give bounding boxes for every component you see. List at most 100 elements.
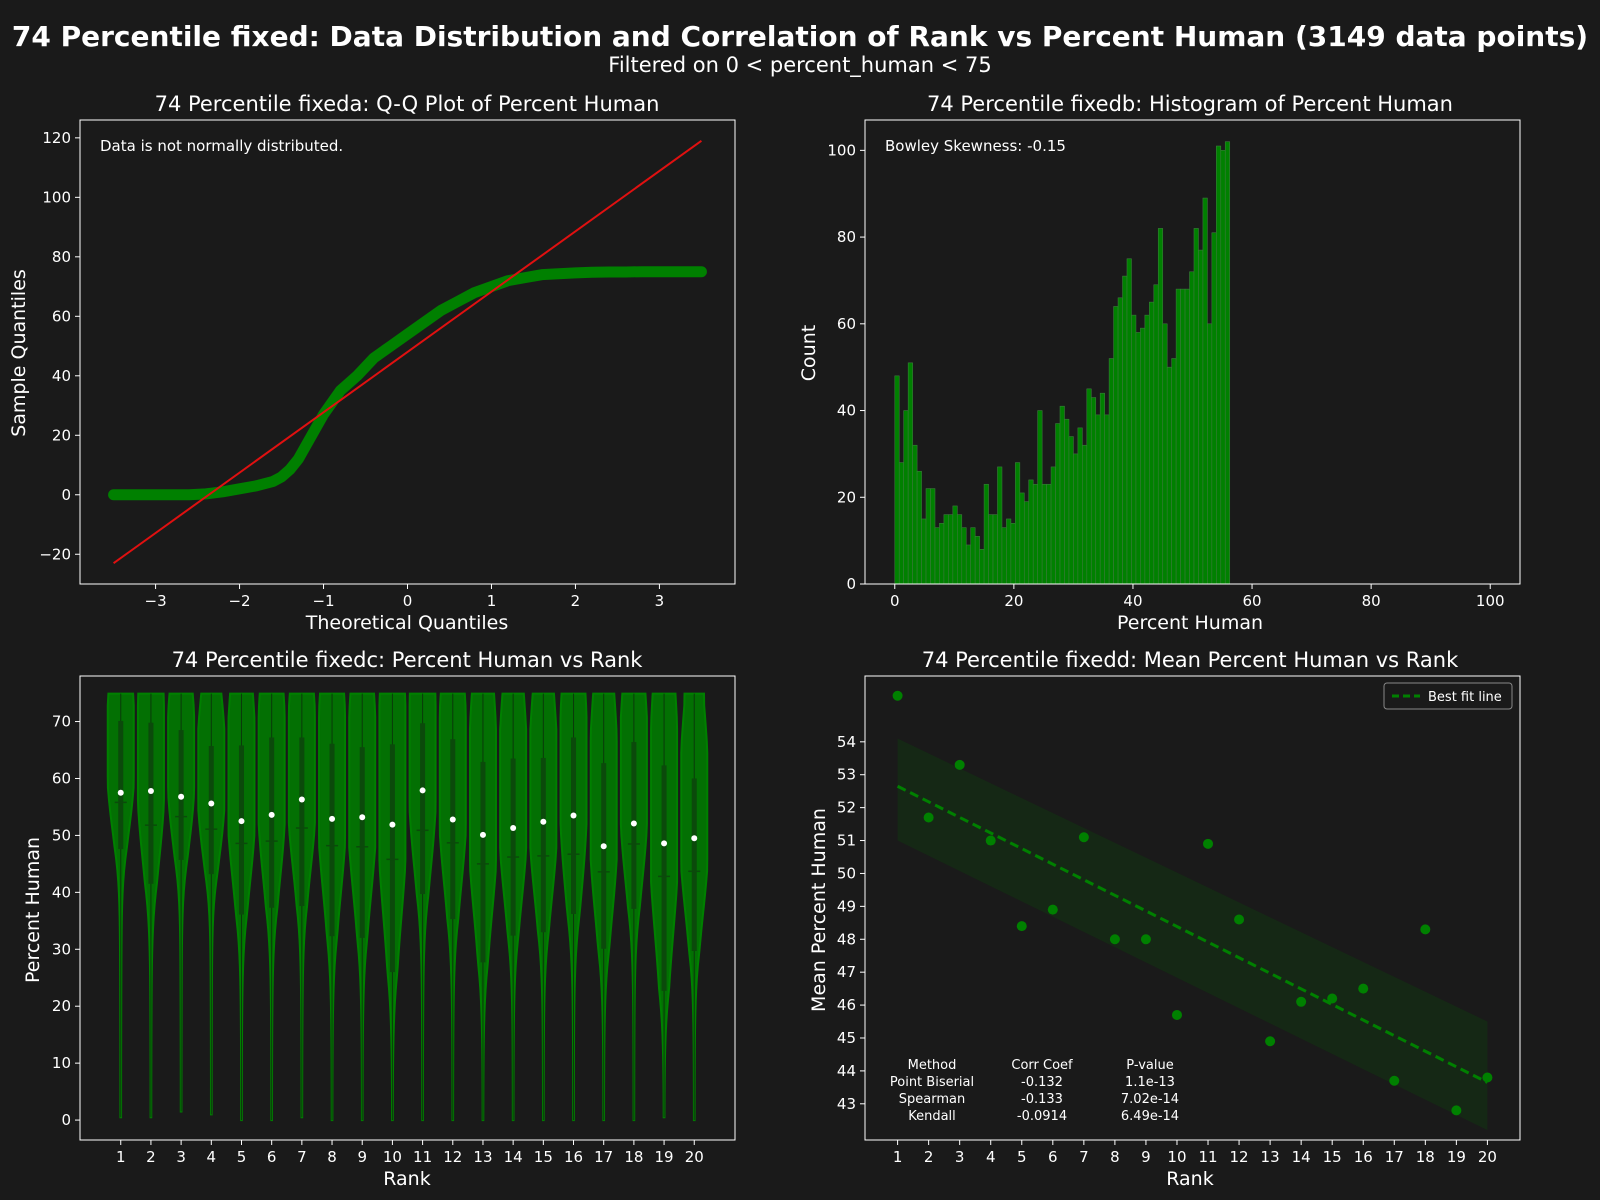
histogram-bar	[1041, 483, 1047, 585]
mean-scatter-x-tick-label: 18	[1416, 1148, 1435, 1166]
violin-y-tick-label: 10	[52, 1054, 71, 1072]
histogram-bar	[1189, 271, 1195, 585]
mean-scatter-x-tick-label: 15	[1323, 1148, 1342, 1166]
histogram-bar	[1126, 258, 1132, 585]
histogram-bar	[1095, 414, 1101, 585]
histogram-bar	[956, 514, 963, 585]
violin-y-tick-label: 0	[61, 1111, 71, 1129]
violin-panel: 74 Percentile fixedc: Percent Human vs R…	[22, 648, 736, 1190]
violin-x-tick-label: 15	[534, 1148, 553, 1166]
histogram-y-tick-label: 40	[837, 402, 856, 420]
violin-iqr-box	[540, 757, 546, 933]
histogram-bar	[952, 505, 958, 585]
histogram-bar	[1211, 232, 1217, 585]
stats-header-corr: Corr Coef	[1011, 1058, 1073, 1073]
violin-mean-marker	[600, 843, 607, 850]
histogram-bar	[1166, 366, 1172, 585]
mean-point	[892, 690, 903, 701]
mean-scatter-x-tick-label: 6	[1048, 1148, 1058, 1166]
mean-scatter-y-tick-label: 45	[837, 1029, 856, 1047]
violin-x-tick-label: 19	[655, 1148, 674, 1166]
histogram-bar	[961, 527, 967, 585]
violin-iqr-box	[118, 720, 124, 850]
mean-scatter-x-tick-label: 17	[1385, 1148, 1404, 1166]
qq-y-tick-label: −20	[39, 545, 71, 563]
mean-point	[1234, 914, 1245, 925]
qq-plot-xlabel: Theoretical Quantiles	[305, 612, 508, 634]
violin-x-tick-label: 8	[327, 1148, 337, 1166]
qq-point	[129, 489, 140, 500]
histogram-bar	[903, 410, 909, 585]
violin-iqr-box	[269, 737, 275, 908]
mean-scatter-y-tick-label: 47	[837, 963, 856, 981]
histogram-ylabel: Count	[798, 325, 820, 381]
mean-scatter-x-tick-label: 2	[924, 1148, 934, 1166]
histogram-bar	[934, 527, 940, 585]
violin-iqr-box	[208, 746, 214, 875]
qq-sample-series	[108, 266, 707, 501]
violin-x-tick-label: 4	[207, 1148, 217, 1166]
mean-point	[923, 812, 934, 823]
violin-mean-marker	[238, 818, 245, 825]
histogram-bar	[1032, 483, 1038, 585]
histogram-axes-frame	[864, 119, 1521, 585]
qq-point	[662, 266, 673, 277]
histogram-bar	[1077, 427, 1083, 585]
histogram-bar	[912, 444, 918, 585]
violin-mean-marker	[630, 820, 637, 827]
histogram-bar	[1090, 397, 1097, 585]
histogram-x-tick-label: 0	[890, 592, 900, 610]
violin-y-tick-label: 70	[52, 713, 71, 731]
histogram-bar	[1064, 418, 1070, 585]
violin-iqr-box	[148, 722, 154, 884]
violin-x-tick-label: 16	[564, 1148, 583, 1166]
qq-x-tick-label: 0	[403, 592, 413, 610]
violin-title: 74 Percentile fixedc: Percent Human vs R…	[172, 648, 644, 672]
histogram-bar	[1198, 249, 1204, 585]
stats-corr-spearman: -0.133	[1021, 1092, 1063, 1107]
violin-iqr-box	[359, 747, 365, 938]
stats-method-spearman: Spearman	[899, 1092, 965, 1107]
legend: Best fit line	[1383, 682, 1513, 710]
mean-scatter-y-tick-label: 43	[837, 1095, 856, 1113]
violin-y-tick-label: 40	[52, 883, 71, 901]
histogram-x-tick-label: 20	[1004, 592, 1023, 610]
violin-x-tick-label: 6	[267, 1148, 277, 1166]
mean-scatter-y-tick-label: 44	[837, 1062, 856, 1080]
qq-plot-title: 74 Percentile fixeda: Q-Q Plot of Percen…	[155, 92, 660, 116]
mean-scatter-x-tick-label: 12	[1230, 1148, 1249, 1166]
mean-scatter-x-tick-label: 16	[1354, 1148, 1373, 1166]
violin-mean-marker	[691, 835, 698, 842]
histogram-bar	[988, 514, 994, 585]
histogram-bar	[1082, 444, 1088, 585]
histogram-bar	[1068, 436, 1074, 585]
histogram-bar	[916, 470, 922, 585]
histogram-x-tick-label: 80	[1362, 592, 1381, 610]
histogram-bar	[1104, 414, 1110, 585]
histogram-bar	[1108, 358, 1114, 585]
mean-scatter-x-tick-label: 3	[955, 1148, 965, 1166]
histogram-annotation: Bowley Skewness: -0.15	[885, 137, 1066, 155]
violin-iqr-box	[389, 744, 395, 973]
stats-header-pvalue: P-value	[1126, 1058, 1173, 1073]
mean-scatter-y-tick-label: 54	[837, 733, 856, 751]
histogram-x-tick-label: 60	[1242, 592, 1261, 610]
violin-iqr-box	[420, 723, 426, 895]
violin-ylabel: Percent Human	[22, 837, 44, 983]
histogram-bar	[1171, 358, 1177, 585]
mean-point	[985, 835, 996, 846]
qq-point	[108, 489, 119, 500]
violin-mean-marker	[540, 818, 547, 825]
stats-pvalue-point-biserial: 1.1e-13	[1125, 1075, 1175, 1090]
mean-scatter-x-tick-label: 5	[1017, 1148, 1027, 1166]
mean-scatter-panel: 74 Percentile fixedd: Mean Percent Human…	[808, 648, 1521, 1190]
qq-y-tick-label: 0	[61, 486, 71, 504]
qq-x-tick-label: 3	[655, 592, 665, 610]
histogram-bar	[1001, 527, 1007, 585]
histogram-y-tick-label: 80	[837, 228, 856, 246]
mean-point	[1016, 921, 1027, 932]
violin-x-tick-label: 14	[504, 1148, 523, 1166]
violin-axes-frame	[79, 675, 736, 1141]
qq-y-tick-label: 40	[52, 367, 71, 385]
violin-iqr-box	[510, 758, 516, 936]
